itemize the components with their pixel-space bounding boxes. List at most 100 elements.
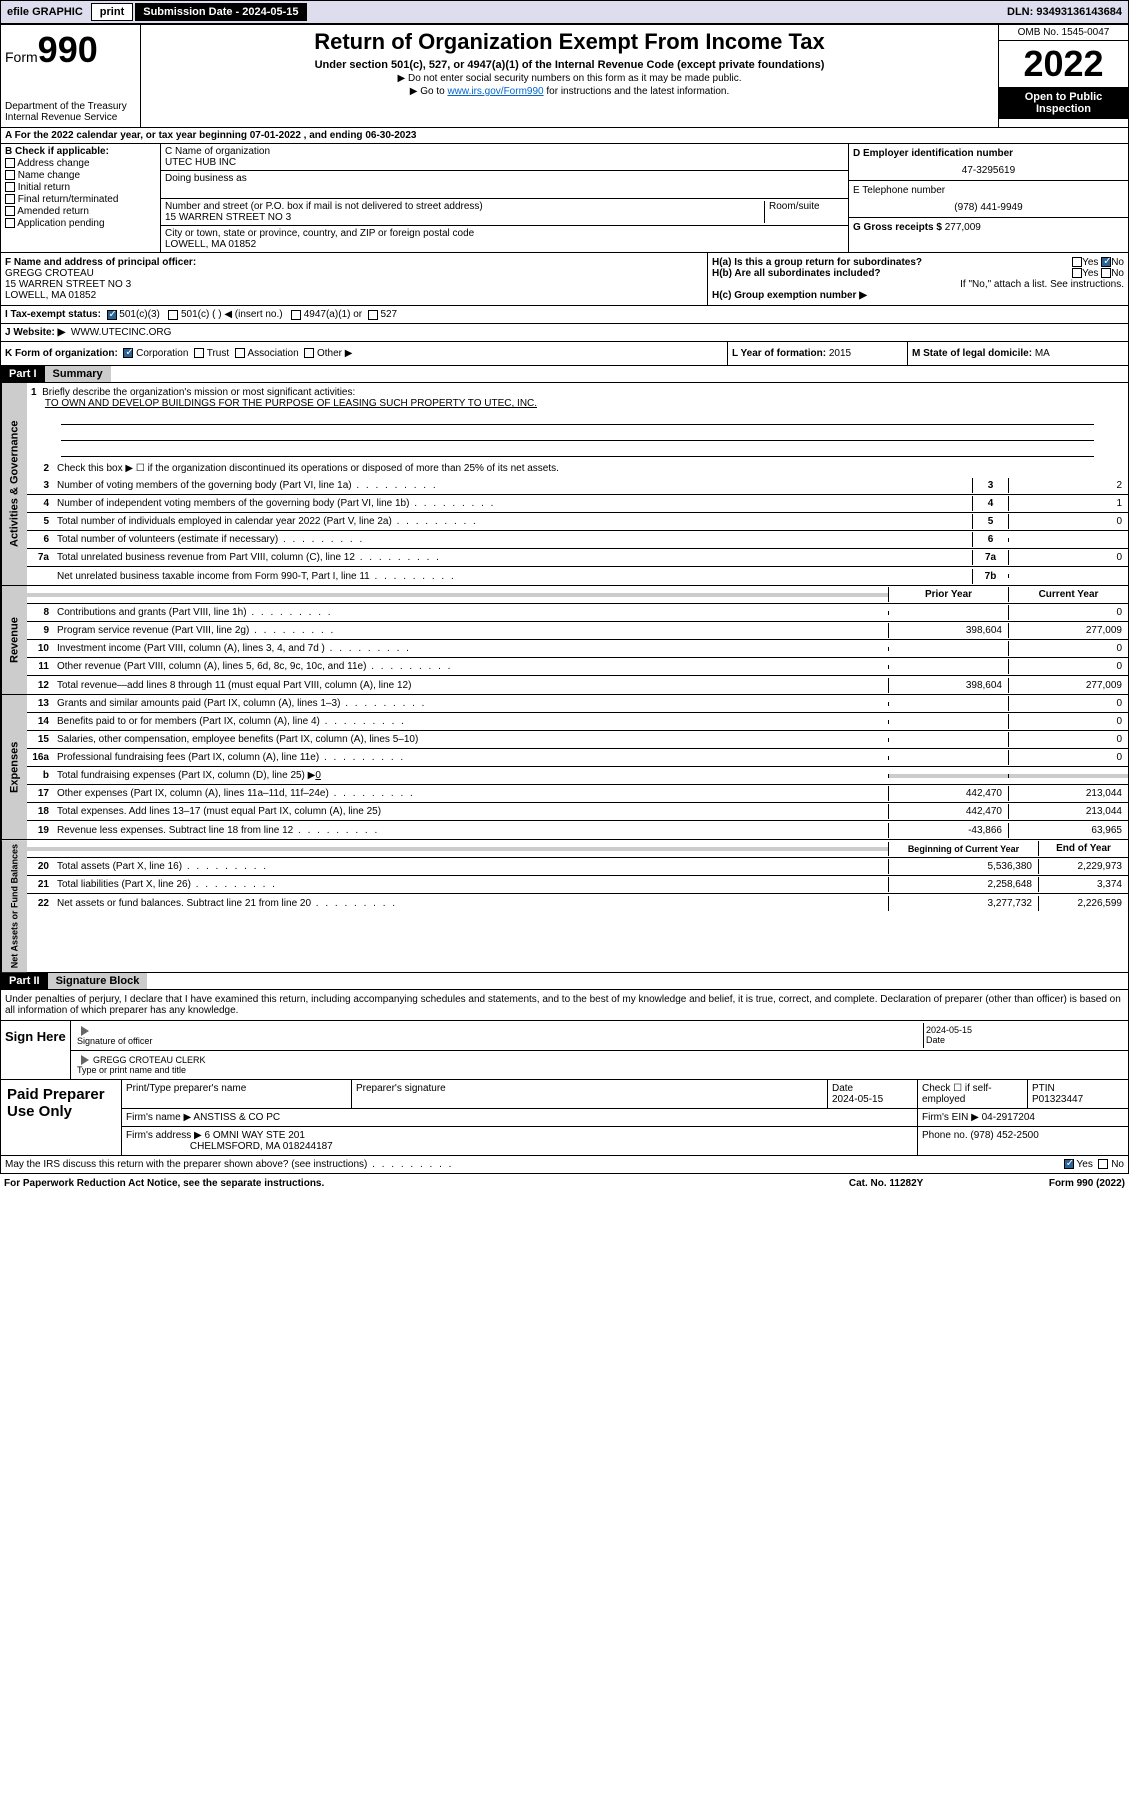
line13-curr: 0 <box>1008 696 1128 711</box>
line5-value: 0 <box>1008 514 1128 529</box>
checkbox-corp[interactable] <box>123 348 133 358</box>
phone-value: (978) 441-9949 <box>853 202 1124 213</box>
checkbox-discuss-no[interactable] <box>1098 1159 1108 1169</box>
checkbox-527[interactable] <box>368 310 378 320</box>
checkbox-final-return[interactable] <box>5 194 15 204</box>
checkbox-trust[interactable] <box>194 348 204 358</box>
summary-governance: Activities & Governance 1 Briefly descri… <box>0 383 1129 586</box>
paid-preparer-label: Paid Preparer Use Only <box>1 1080 121 1155</box>
hc-label: H(c) Group exemption number ▶ <box>712 290 867 301</box>
c-name-label: C Name of organization <box>165 146 270 157</box>
row-j-website: J Website: ▶ WWW.UTECINC.ORG <box>0 324 1129 342</box>
line2-text: Check this box ▶ ☐ if the organization d… <box>53 461 1128 476</box>
gross-receipts-value: 277,009 <box>945 222 981 233</box>
line15-curr: 0 <box>1008 732 1128 747</box>
mission-text: TO OWN AND DEVELOP BUILDINGS FOR THE PUR… <box>45 398 537 409</box>
form-subtitle-3: ▶ Go to www.irs.gov/Form990 for instruct… <box>145 86 994 97</box>
row-i-tax-exempt: I Tax-exempt status: 501(c)(3) 501(c) ( … <box>0 306 1129 324</box>
checkbox-amended[interactable] <box>5 206 15 216</box>
vtab-expenses: Expenses <box>1 695 27 839</box>
firm-phone: (978) 452-2500 <box>970 1130 1038 1141</box>
vtab-netassets: Net Assets or Fund Balances <box>1 840 27 972</box>
line8-curr: 0 <box>1008 605 1128 620</box>
line7b-value <box>1008 574 1128 578</box>
omb-number: OMB No. 1545-0047 <box>999 25 1128 41</box>
irs-label: Internal Revenue Service <box>5 112 136 123</box>
line19-curr: 63,965 <box>1008 823 1128 838</box>
checkbox-app-pending[interactable] <box>5 218 15 228</box>
street-value: 15 WARREN STREET NO 3 <box>165 212 291 223</box>
line18-prior: 442,470 <box>888 804 1008 819</box>
d-ein-label: D Employer identification number <box>853 148 1013 159</box>
mission-blank-line <box>61 443 1094 457</box>
line16b-value: 0 <box>315 770 321 781</box>
hdr-beginning-year: Beginning of Current Year <box>888 842 1038 856</box>
state-domicile: MA <box>1035 348 1050 359</box>
checkbox-hb-yes[interactable] <box>1072 268 1082 278</box>
dln-label: DLN: 93493136143684 <box>1001 3 1128 21</box>
checkbox-discuss-yes[interactable] <box>1064 1159 1074 1169</box>
signature-intro: Under penalties of perjury, I declare th… <box>1 990 1128 1021</box>
city-label: City or town, state or province, country… <box>165 228 474 239</box>
firm-address-2: CHELMSFORD, MA 018244187 <box>190 1141 333 1152</box>
part2-title: Signature Block <box>48 973 148 989</box>
line20-end: 2,229,973 <box>1038 859 1128 874</box>
instructions-link[interactable]: www.irs.gov/Form990 <box>447 86 543 97</box>
paid-preparer-section: Paid Preparer Use Only Print/Type prepar… <box>1 1079 1128 1155</box>
part1-header-row: Part ISummary <box>0 366 1129 383</box>
officer-city: LOWELL, MA 01852 <box>5 290 96 301</box>
summary-revenue: Revenue Prior YearCurrent Year 8Contribu… <box>0 586 1129 695</box>
dept-label: Department of the Treasury <box>5 101 136 112</box>
checkbox-name-change[interactable] <box>5 170 15 180</box>
signature-block: Under penalties of perjury, I declare th… <box>0 990 1129 1156</box>
line12-prior: 398,604 <box>888 678 1008 693</box>
line9-prior: 398,604 <box>888 623 1008 638</box>
checkbox-address-change[interactable] <box>5 158 15 168</box>
checkbox-501c[interactable] <box>168 310 178 320</box>
line17-curr: 213,044 <box>1008 786 1128 801</box>
line6-value <box>1008 538 1128 542</box>
line17-prior: 442,470 <box>888 786 1008 801</box>
top-toolbar: efile GRAPHIC print Submission Date - 20… <box>0 0 1129 24</box>
checkbox-other[interactable] <box>304 348 314 358</box>
line1-label: Briefly describe the organization's miss… <box>42 387 355 398</box>
mission-blank-line <box>61 411 1094 425</box>
paperwork-notice: For Paperwork Reduction Act Notice, see … <box>4 1178 849 1189</box>
sig-date-value: 2024-05-15 <box>926 1025 972 1035</box>
checkbox-hb-no[interactable] <box>1101 268 1111 278</box>
section-f-h: F Name and address of principal officer:… <box>0 253 1129 306</box>
website-value: WWW.UTECINC.ORG <box>71 327 172 338</box>
line12-curr: 277,009 <box>1008 678 1128 693</box>
summary-expenses: Expenses 13Grants and similar amounts pa… <box>0 695 1129 840</box>
hb-label: H(b) Are all subordinates included? <box>712 268 881 279</box>
line7a-value: 0 <box>1008 550 1128 565</box>
row-klm: K Form of organization: Corporation Trus… <box>0 342 1129 366</box>
vtab-governance: Activities & Governance <box>1 383 27 585</box>
line3-value: 2 <box>1008 478 1128 493</box>
checkbox-501c3[interactable] <box>107 310 117 320</box>
hdr-end-year: End of Year <box>1038 841 1128 856</box>
print-button[interactable]: print <box>91 3 133 21</box>
checkbox-assoc[interactable] <box>235 348 245 358</box>
section-b-through-g: B Check if applicable: Address change Na… <box>0 144 1129 253</box>
checkbox-4947a1[interactable] <box>291 310 301 320</box>
street-label: Number and street (or P.O. box if mail i… <box>165 201 483 212</box>
line22-end: 2,226,599 <box>1038 896 1128 911</box>
tax-year: 2022 <box>999 41 1128 87</box>
checkbox-ha-no[interactable] <box>1101 257 1111 267</box>
submission-date-label: Submission Date - 2024-05-15 <box>135 3 306 21</box>
firm-name: ANSTISS & CO PC <box>193 1112 280 1123</box>
part1-title: Summary <box>45 366 111 382</box>
line21-end: 3,374 <box>1038 877 1128 892</box>
firm-ein: 04-2917204 <box>982 1112 1035 1123</box>
hb-note: If "No," attach a list. See instructions… <box>712 279 1124 290</box>
line21-beg: 2,258,648 <box>888 877 1038 892</box>
b-header: B Check if applicable: <box>5 146 109 157</box>
officer-name: GREGG CROTEAU <box>5 268 94 279</box>
hdr-current-year: Current Year <box>1008 587 1128 602</box>
sign-here-label: Sign Here <box>1 1021 71 1079</box>
line4-value: 1 <box>1008 496 1128 511</box>
org-name: UTEC HUB INC <box>165 157 236 168</box>
checkbox-ha-yes[interactable] <box>1072 257 1082 267</box>
checkbox-initial-return[interactable] <box>5 182 15 192</box>
